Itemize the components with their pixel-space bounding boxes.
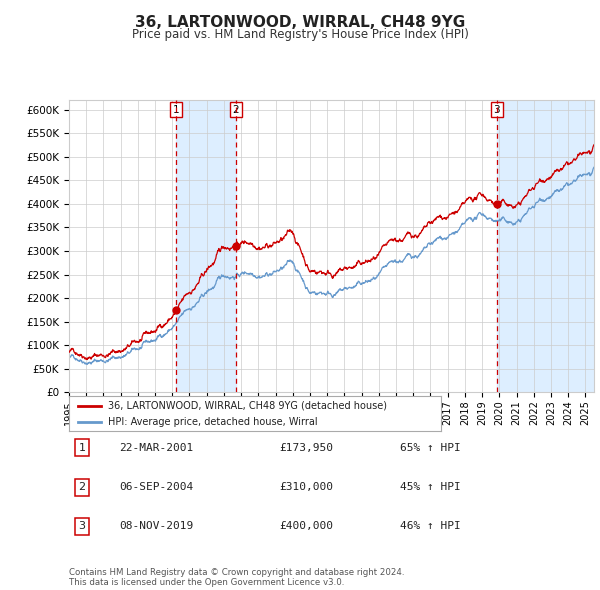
Text: 3: 3 — [79, 522, 86, 531]
Text: 45% ↑ HPI: 45% ↑ HPI — [400, 483, 461, 492]
Bar — [497, 100, 600, 392]
Text: £310,000: £310,000 — [279, 483, 333, 492]
Text: Contains HM Land Registry data © Crown copyright and database right 2024.
This d: Contains HM Land Registry data © Crown c… — [69, 568, 404, 587]
Text: 1: 1 — [79, 443, 86, 453]
Text: 1: 1 — [173, 104, 179, 114]
Text: Price paid vs. HM Land Registry's House Price Index (HPI): Price paid vs. HM Land Registry's House … — [131, 28, 469, 41]
Text: 22-MAR-2001: 22-MAR-2001 — [119, 443, 193, 453]
Text: HPI: Average price, detached house, Wirral: HPI: Average price, detached house, Wirr… — [108, 417, 317, 427]
Bar — [176, 100, 236, 392]
Text: £173,950: £173,950 — [279, 443, 333, 453]
Text: 2: 2 — [79, 483, 86, 492]
Text: 2: 2 — [232, 104, 239, 114]
Text: 08-NOV-2019: 08-NOV-2019 — [119, 522, 193, 531]
Text: 36, LARTONWOOD, WIRRAL, CH48 9YG (detached house): 36, LARTONWOOD, WIRRAL, CH48 9YG (detach… — [108, 401, 387, 411]
Text: 36, LARTONWOOD, WIRRAL, CH48 9YG: 36, LARTONWOOD, WIRRAL, CH48 9YG — [135, 15, 465, 30]
Text: 3: 3 — [493, 104, 500, 114]
Text: 06-SEP-2004: 06-SEP-2004 — [119, 483, 193, 492]
Text: 46% ↑ HPI: 46% ↑ HPI — [400, 522, 461, 531]
Text: £400,000: £400,000 — [279, 522, 333, 531]
Text: 65% ↑ HPI: 65% ↑ HPI — [400, 443, 461, 453]
